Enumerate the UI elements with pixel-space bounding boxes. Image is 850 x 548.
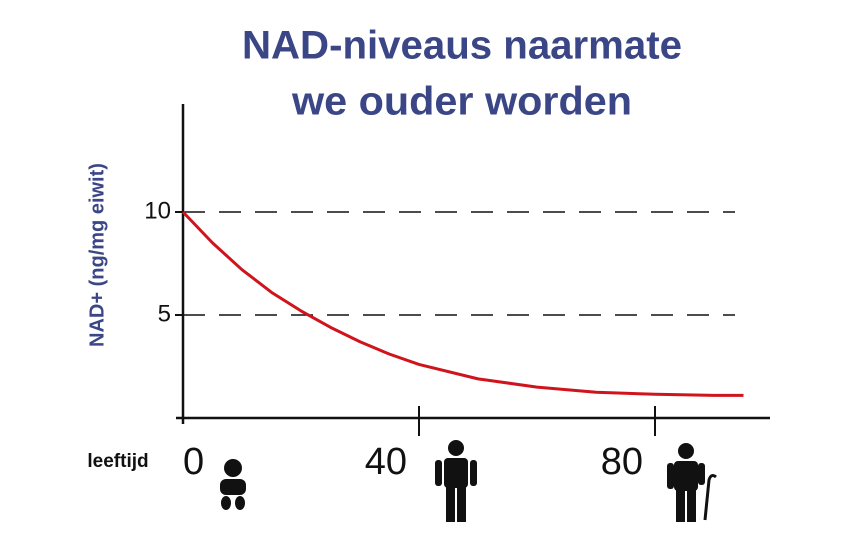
chart-title: NAD-niveaus naarmate bbox=[242, 24, 682, 68]
elderly-icon bbox=[667, 443, 717, 522]
data-line bbox=[181, 210, 744, 397]
x-tick-label: 0 bbox=[183, 441, 204, 483]
x-tick-label: 40 bbox=[365, 441, 407, 483]
x-tick-label: 80 bbox=[601, 441, 643, 483]
chart-title: we ouder worden bbox=[291, 80, 632, 124]
y-tick-label: 5 bbox=[158, 300, 171, 327]
baby-icon bbox=[220, 459, 246, 510]
y-axis-label: NAD+ (ng/mg eiwit) bbox=[86, 163, 108, 347]
man-icon bbox=[435, 440, 477, 522]
y-tick-label: 10 bbox=[144, 197, 171, 224]
x-axis-label: leeftijd bbox=[87, 451, 148, 472]
